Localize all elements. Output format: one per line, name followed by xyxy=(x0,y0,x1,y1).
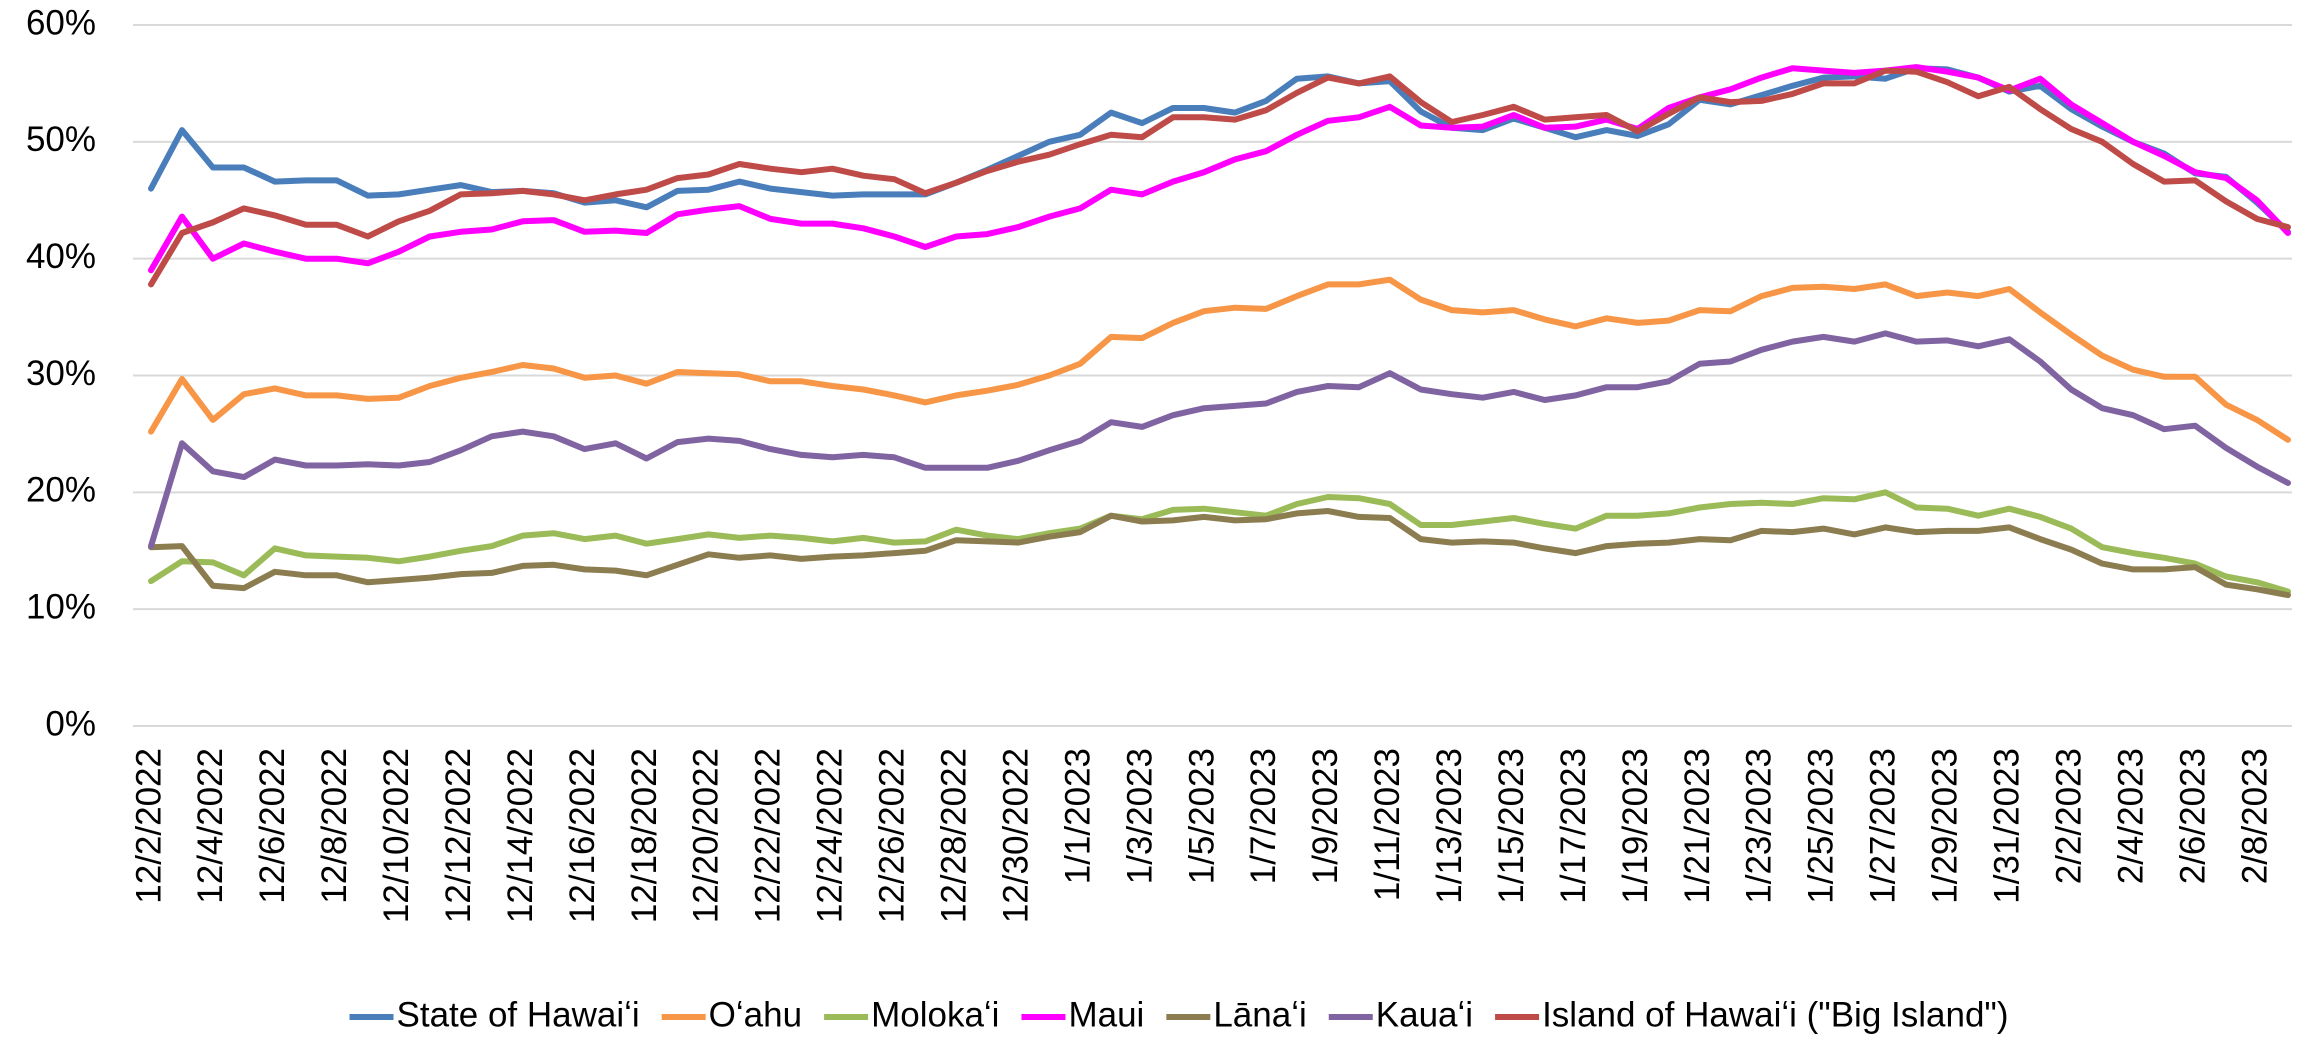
y-tick-label: 60% xyxy=(26,3,96,42)
x-tick-label: 12/20/2022 xyxy=(687,748,726,923)
x-tick-label: 2/6/2023 xyxy=(2173,748,2212,884)
x-tick-label: 2/8/2023 xyxy=(2235,748,2274,884)
x-tick-label: 12/16/2022 xyxy=(563,748,602,923)
x-tick-label: 2/2/2023 xyxy=(2049,748,2088,884)
legend-item: Island of Hawaiʻi ("Big Island") xyxy=(1495,995,2009,1034)
x-tick-label: 12/24/2022 xyxy=(811,748,850,923)
x-tick-label: 1/9/2023 xyxy=(1306,748,1345,884)
legend-item: Maui xyxy=(1021,995,1144,1034)
series-line xyxy=(148,508,2291,599)
x-tick-label: 12/14/2022 xyxy=(501,748,540,923)
x-tick-label: 1/21/2023 xyxy=(1678,748,1717,904)
legend-item: Lānaʻi xyxy=(1166,995,1307,1034)
x-tick-label: 12/28/2022 xyxy=(934,748,973,923)
legend-label: Oʻahu xyxy=(709,995,802,1034)
x-tick-label: 12/10/2022 xyxy=(377,748,416,923)
series-line xyxy=(148,67,2291,288)
y-tick-label: 20% xyxy=(26,471,96,510)
legend: State of Hawaiʻi Oʻahu Molokaʻi Maui Lānaʻi K… xyxy=(349,995,2009,1034)
x-tick-label: 12/30/2022 xyxy=(996,748,1035,923)
legend-item: Molokaʻi xyxy=(824,995,999,1034)
x-tick-label: 1/15/2023 xyxy=(1492,748,1531,904)
y-tick-label: 30% xyxy=(26,354,96,393)
x-tick-label: 1/1/2023 xyxy=(1058,748,1097,884)
x-tick-label: 12/2/2022 xyxy=(129,748,168,904)
x-tick-label: 1/3/2023 xyxy=(1120,748,1159,884)
legend-label: Lānaʻi xyxy=(1213,995,1306,1034)
series-line xyxy=(148,276,2291,443)
series-line xyxy=(148,489,2291,595)
x-tick-label: 2/4/2023 xyxy=(2111,748,2150,884)
x-tick-label: 12/8/2022 xyxy=(315,748,354,904)
x-tick-label: 1/31/2023 xyxy=(1988,748,2027,904)
x-tick-label: 1/13/2023 xyxy=(1430,748,1469,904)
legend-label: Island of Hawaiʻi ("Big Island") xyxy=(1542,995,2008,1034)
x-tick-label: 1/25/2023 xyxy=(1802,748,1841,904)
x-tick-label: 1/7/2023 xyxy=(1244,748,1283,884)
x-tick-label: 1/27/2023 xyxy=(1864,748,1903,904)
legend-item: Oʻahu xyxy=(661,995,802,1034)
x-tick-label: 12/6/2022 xyxy=(253,748,292,904)
series-line xyxy=(148,330,2291,550)
x-tick-label: 1/5/2023 xyxy=(1182,748,1221,884)
x-tick-label: 1/19/2023 xyxy=(1616,748,1655,904)
y-tick-label: 0% xyxy=(45,704,96,743)
series-line xyxy=(148,64,2291,274)
x-tick-label: 1/29/2023 xyxy=(1926,748,1965,904)
x-tick-label: 12/18/2022 xyxy=(625,748,664,923)
legend-label: Kauaʻi xyxy=(1376,995,1473,1034)
x-tick-label: 12/4/2022 xyxy=(191,748,230,904)
legend-label: Maui xyxy=(1068,995,1144,1034)
x-tick-label: 12/26/2022 xyxy=(873,748,912,923)
y-tick-label: 40% xyxy=(26,237,96,276)
y-tick-label: 50% xyxy=(26,120,96,159)
legend-label: Molokaʻi xyxy=(871,995,999,1034)
x-tick-label: 1/23/2023 xyxy=(1740,748,1779,904)
legend-item: State of Hawaiʻi xyxy=(349,995,640,1034)
x-tick-label: 12/12/2022 xyxy=(439,748,478,923)
y-tick-label: 10% xyxy=(26,587,96,626)
x-tick-label: 1/17/2023 xyxy=(1554,748,1593,904)
x-tick-label: 12/22/2022 xyxy=(749,748,788,923)
legend-item: Kauaʻi xyxy=(1328,995,1473,1034)
legend-label: State of Hawaiʻi xyxy=(397,995,640,1034)
x-tick-label: 1/11/2023 xyxy=(1368,748,1407,901)
